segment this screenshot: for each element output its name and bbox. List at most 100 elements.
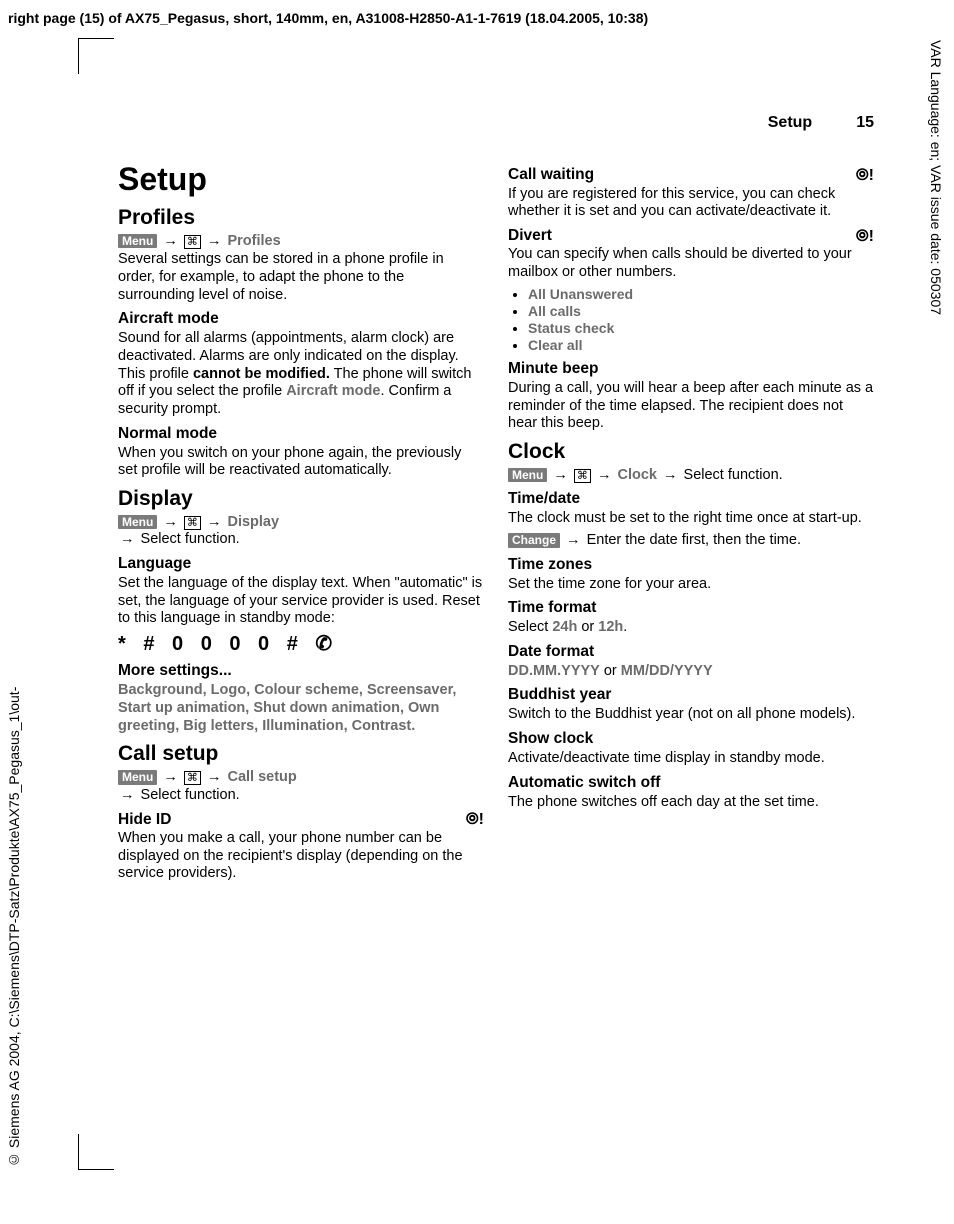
timeformat-text: Select 24h or 12h. bbox=[508, 619, 874, 637]
select-function: Select function. bbox=[684, 467, 783, 483]
arrow-icon: → bbox=[205, 769, 224, 785]
text: . bbox=[623, 619, 627, 635]
text: Enter the date first, then the time. bbox=[587, 532, 801, 548]
h3-more: More settings... bbox=[118, 662, 484, 681]
arrow-icon: → bbox=[551, 467, 570, 483]
page-number: 15 bbox=[856, 114, 874, 132]
arrow-icon: → bbox=[564, 532, 583, 548]
side-text-right: VAR Language: en; VAR issue date: 050307 bbox=[922, 40, 944, 500]
arrow-icon: → bbox=[661, 467, 680, 483]
left-column: Setup Profiles Menu → ⌘ → Profiles Sever… bbox=[118, 160, 484, 1164]
content: Setup Profiles Menu → ⌘ → Profiles Sever… bbox=[118, 160, 874, 1164]
settings-icon: ⌘ bbox=[574, 469, 591, 483]
text-bold: cannot be modified. bbox=[193, 366, 330, 382]
crop-mark bbox=[78, 38, 114, 39]
list-item: All calls bbox=[528, 303, 874, 320]
h3-buddhist: Buddhist year bbox=[508, 686, 874, 705]
h3-timezones: Time zones bbox=[508, 556, 874, 575]
dateformat-text: DD.MM.YYYY or MM/DD/YYYY bbox=[508, 663, 874, 681]
nav-label: Call setup bbox=[227, 769, 296, 785]
nav-callsetup: Menu → ⌘ → Call setup → Select function. bbox=[118, 769, 484, 804]
h3-showclock: Show clock bbox=[508, 730, 874, 749]
text-grey: 12h bbox=[598, 619, 623, 635]
h3-hideid: Hide ID bbox=[118, 811, 171, 830]
h2-display: Display bbox=[118, 486, 484, 512]
menu-softkey: Menu bbox=[118, 515, 157, 530]
arrow-icon: → bbox=[161, 514, 180, 530]
h3-minute: Minute beep bbox=[508, 360, 874, 379]
text-grey: DD.MM.YYYY bbox=[508, 663, 600, 679]
nav-label: Profiles bbox=[227, 233, 280, 249]
autoswitchoff-text: The phone switches off each day at the s… bbox=[508, 794, 874, 812]
settings-icon: ⌘ bbox=[184, 516, 201, 530]
arrow-icon: → bbox=[161, 233, 180, 249]
h2-profiles: Profiles bbox=[118, 205, 484, 231]
profiles-intro: Several settings can be stored in a phon… bbox=[118, 251, 484, 304]
h2-callsetup: Call setup bbox=[118, 741, 484, 767]
right-column: Call waiting ⦾! If you are registered fo… bbox=[508, 160, 874, 1164]
settings-icon: ⌘ bbox=[184, 771, 201, 785]
menu-softkey: Menu bbox=[118, 234, 157, 249]
showclock-text: Activate/deactivate time display in stan… bbox=[508, 750, 874, 768]
callwaiting-text: If you are registered for this service, … bbox=[508, 186, 874, 221]
h3-callwaiting: Call waiting bbox=[508, 166, 594, 185]
network-icon: ⦾! bbox=[856, 166, 874, 186]
page-header-title: Setup bbox=[768, 114, 812, 132]
crop-mark bbox=[78, 38, 79, 74]
h3-timeformat: Time format bbox=[508, 599, 874, 618]
crop-mark bbox=[78, 1169, 114, 1170]
change-softkey: Change bbox=[508, 533, 560, 548]
h1-setup: Setup bbox=[118, 160, 484, 199]
crop-mark bbox=[78, 1134, 79, 1170]
meta-header: right page (15) of AX75_Pegasus, short, … bbox=[8, 10, 648, 26]
row-hideid: Hide ID ⦾! bbox=[118, 810, 484, 830]
settings-icon: ⌘ bbox=[184, 235, 201, 249]
text: or bbox=[577, 619, 598, 635]
minute-text: During a call, you will hear a beep afte… bbox=[508, 380, 874, 433]
h2-clock: Clock bbox=[508, 439, 874, 465]
list-item: All Unanswered bbox=[528, 286, 874, 303]
reset-code: * # 0 0 0 0 # ✆ bbox=[118, 632, 484, 656]
timezones-text: Set the time zone for your area. bbox=[508, 576, 874, 594]
divert-list: All Unanswered All calls Status check Cl… bbox=[508, 286, 874, 354]
menu-softkey: Menu bbox=[508, 468, 547, 483]
h3-normal: Normal mode bbox=[118, 425, 484, 444]
h3-autoswitchoff: Automatic switch off bbox=[508, 774, 874, 793]
more-settings-list: Background, Logo, Colour scheme, Screens… bbox=[118, 682, 484, 735]
arrow-icon: → bbox=[205, 514, 224, 530]
h3-divert: Divert bbox=[508, 227, 552, 246]
timedate-text: The clock must be set to the right time … bbox=[508, 510, 874, 528]
arrow-icon: → bbox=[205, 233, 224, 249]
aircraft-text: Sound for all alarms (appointments, alar… bbox=[118, 330, 484, 418]
arrow-icon: → bbox=[118, 531, 137, 547]
normal-text: When you switch on your phone again, the… bbox=[118, 445, 484, 480]
h3-dateformat: Date format bbox=[508, 643, 874, 662]
row-divert: Divert ⦾! bbox=[508, 227, 874, 247]
text-grey: Aircraft mode bbox=[286, 383, 380, 399]
page-header: Setup 15 bbox=[120, 114, 874, 132]
nav-display: Menu → ⌘ → Display → Select function. bbox=[118, 514, 484, 549]
menu-softkey: Menu bbox=[118, 770, 157, 785]
nav-label: Display bbox=[227, 514, 279, 530]
arrow-icon: → bbox=[595, 467, 614, 483]
nav-clock: Menu → ⌘ → Clock → Select function. bbox=[508, 467, 874, 485]
hideid-text: When you make a call, your phone number … bbox=[118, 830, 484, 883]
divert-text: You can specify when calls should be div… bbox=[508, 246, 874, 281]
language-text: Set the language of the display text. Wh… bbox=[118, 575, 484, 628]
network-icon: ⦾! bbox=[466, 810, 484, 830]
arrow-icon: → bbox=[118, 787, 137, 803]
text-grey: 24h bbox=[552, 619, 577, 635]
network-icon: ⦾! bbox=[856, 227, 874, 247]
text: Select bbox=[508, 619, 552, 635]
h3-language: Language bbox=[118, 555, 484, 574]
list-item: Clear all bbox=[528, 337, 874, 354]
h3-timedate: Time/date bbox=[508, 490, 874, 509]
nav-profiles: Menu → ⌘ → Profiles bbox=[118, 233, 484, 251]
row-callwaiting: Call waiting ⦾! bbox=[508, 166, 874, 186]
text-grey: MM/DD/YYYY bbox=[621, 663, 713, 679]
nav-label: Clock bbox=[617, 467, 657, 483]
select-function: Select function. bbox=[141, 531, 240, 547]
list-item: Status check bbox=[528, 320, 874, 337]
side-text-left: © Siemens AG 2004, C:\Siemens\DTP-Satz\P… bbox=[6, 548, 28, 1168]
timedate-change: Change → Enter the date first, then the … bbox=[508, 532, 874, 550]
